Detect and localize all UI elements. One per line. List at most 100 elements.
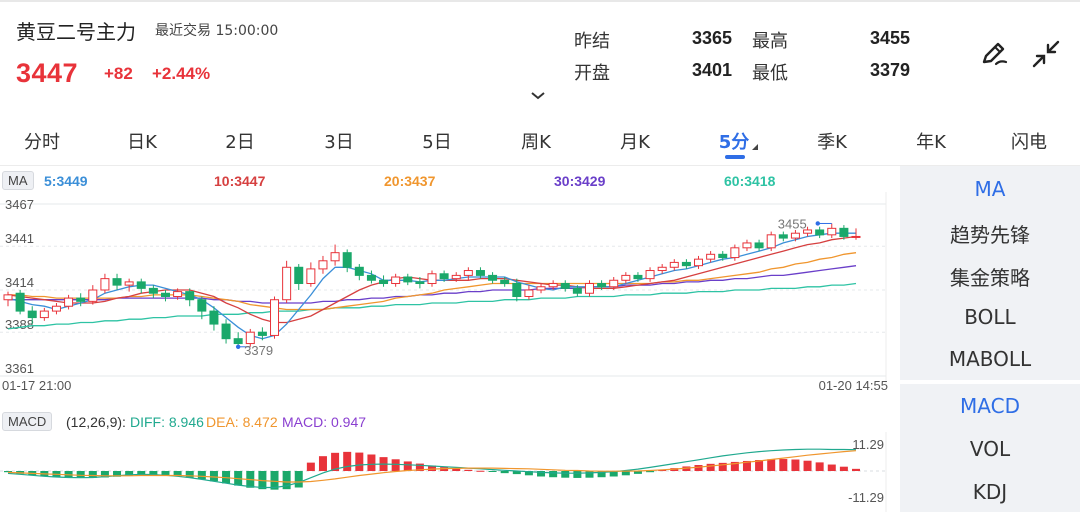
chevron-down-icon[interactable] xyxy=(529,90,547,102)
collapse-arrows-icon[interactable] xyxy=(1028,36,1064,72)
candle xyxy=(112,273,122,290)
macd-bar xyxy=(791,459,800,471)
macd-bar xyxy=(173,471,182,477)
candle xyxy=(282,260,292,303)
ma20-value: 20:3437 xyxy=(384,173,436,189)
macd-bar xyxy=(4,471,12,473)
tab-day-k[interactable]: 日K xyxy=(127,132,157,153)
tab-season-k[interactable]: 季K xyxy=(817,132,847,153)
indicator-maboll[interactable]: MABOLL xyxy=(948,347,1032,371)
tab-year-k[interactable]: 年K xyxy=(916,132,946,153)
contract-title[interactable]: 黄豆二号主力 xyxy=(16,20,136,44)
candle-body xyxy=(209,310,219,325)
candlestick-chart[interactable]: 3467 3441 3414 3388 3361 3455 3379 01-17 21:00 0… xyxy=(0,192,900,392)
tab-5day[interactable]: 5日 xyxy=(422,132,452,153)
indicator-kdj[interactable]: KDJ xyxy=(972,480,1008,504)
tab-3day[interactable]: 3日 xyxy=(324,132,354,153)
candle-body xyxy=(815,229,825,236)
candle-body xyxy=(233,338,243,345)
candle xyxy=(64,294,74,310)
macd-bar xyxy=(827,464,836,471)
macd-indicator-badge[interactable]: MACD xyxy=(2,412,53,431)
candle-body xyxy=(439,273,449,280)
candle-body xyxy=(742,242,752,249)
candle-body xyxy=(282,266,292,301)
macd-bar xyxy=(100,471,109,478)
indicator-macd[interactable]: MACD xyxy=(960,394,1020,418)
tab-dropdown-caret-icon[interactable] xyxy=(752,144,758,150)
ma60-value: 60:3418 xyxy=(724,173,776,189)
tab-week-k[interactable]: 周K xyxy=(521,132,551,153)
candle-body xyxy=(27,310,37,319)
candle xyxy=(597,280,607,290)
candle-body xyxy=(803,229,813,234)
macd-bar xyxy=(476,470,485,472)
tab-month-k[interactable]: 月K xyxy=(620,132,650,153)
candle xyxy=(536,283,546,294)
candle xyxy=(76,293,86,307)
tab-flash[interactable]: 闪电 xyxy=(1011,132,1047,153)
macd-bar xyxy=(270,471,279,490)
candle-body xyxy=(366,274,376,281)
price-change: +82 xyxy=(104,64,133,83)
ma-indicator-badge[interactable]: MA xyxy=(2,171,34,190)
candle xyxy=(766,231,776,252)
candle xyxy=(318,255,328,274)
open-label: 开盘 xyxy=(574,63,610,84)
candle-body xyxy=(427,273,437,285)
candle xyxy=(439,270,449,282)
macd-bar xyxy=(537,471,546,477)
high-marker-dot xyxy=(815,221,820,226)
candle xyxy=(148,285,158,299)
tab-5min[interactable]: 5分 xyxy=(718,132,750,153)
candle xyxy=(718,251,728,261)
candle-body xyxy=(160,292,170,297)
candle-body xyxy=(112,278,122,286)
macd-bar xyxy=(488,471,497,472)
indicator-boll[interactable]: BOLL xyxy=(964,305,1016,329)
candle xyxy=(500,277,510,287)
pen-draw-icon[interactable] xyxy=(976,36,1012,72)
candle xyxy=(669,259,679,271)
macd-bar xyxy=(658,470,667,472)
candle-body xyxy=(475,270,485,276)
active-tab-indicator xyxy=(725,155,745,159)
candle xyxy=(185,288,195,307)
tab-timeshare[interactable]: 分时 xyxy=(24,132,60,153)
x-end-label: 01-20 14:55 xyxy=(819,378,888,392)
candle xyxy=(39,307,49,321)
candle xyxy=(294,264,304,290)
candle xyxy=(633,272,643,282)
candle-body xyxy=(15,292,25,312)
candle xyxy=(221,319,231,344)
candle-body xyxy=(245,331,255,345)
macd-bar xyxy=(76,471,85,478)
macd-bar xyxy=(767,459,776,471)
macd-bar xyxy=(452,468,461,471)
candle-body xyxy=(39,310,49,319)
indicator-strategy[interactable]: 集金策略 xyxy=(950,266,1030,290)
candle-body xyxy=(584,283,594,294)
tab-2day[interactable]: 2日 xyxy=(225,132,255,153)
candle-body xyxy=(633,274,643,280)
macd-bar xyxy=(718,462,727,471)
macd-bar xyxy=(318,456,327,471)
indicator-trend[interactable]: 趋势先锋 xyxy=(950,223,1030,247)
candle-body xyxy=(270,299,280,336)
macd-bar xyxy=(646,471,655,473)
macd-chart[interactable]: 11.29 -11.29 xyxy=(0,432,900,512)
macd-bar xyxy=(549,471,558,478)
ma10-value: 10:3447 xyxy=(214,173,266,189)
trade-status: 最近交易 15:00:00 xyxy=(155,23,279,39)
candle-body xyxy=(148,287,158,294)
candle-body xyxy=(51,305,61,312)
macd-bar xyxy=(403,461,412,471)
candle xyxy=(451,272,461,282)
indicator-vol[interactable]: VOL xyxy=(969,437,1011,461)
indicator-ma[interactable]: MA xyxy=(974,177,1006,201)
candle-body xyxy=(827,227,837,236)
candle xyxy=(827,223,837,239)
macd-y-max-label: 11.29 xyxy=(852,437,884,452)
candle-body xyxy=(136,281,146,289)
candle-body xyxy=(100,278,110,291)
